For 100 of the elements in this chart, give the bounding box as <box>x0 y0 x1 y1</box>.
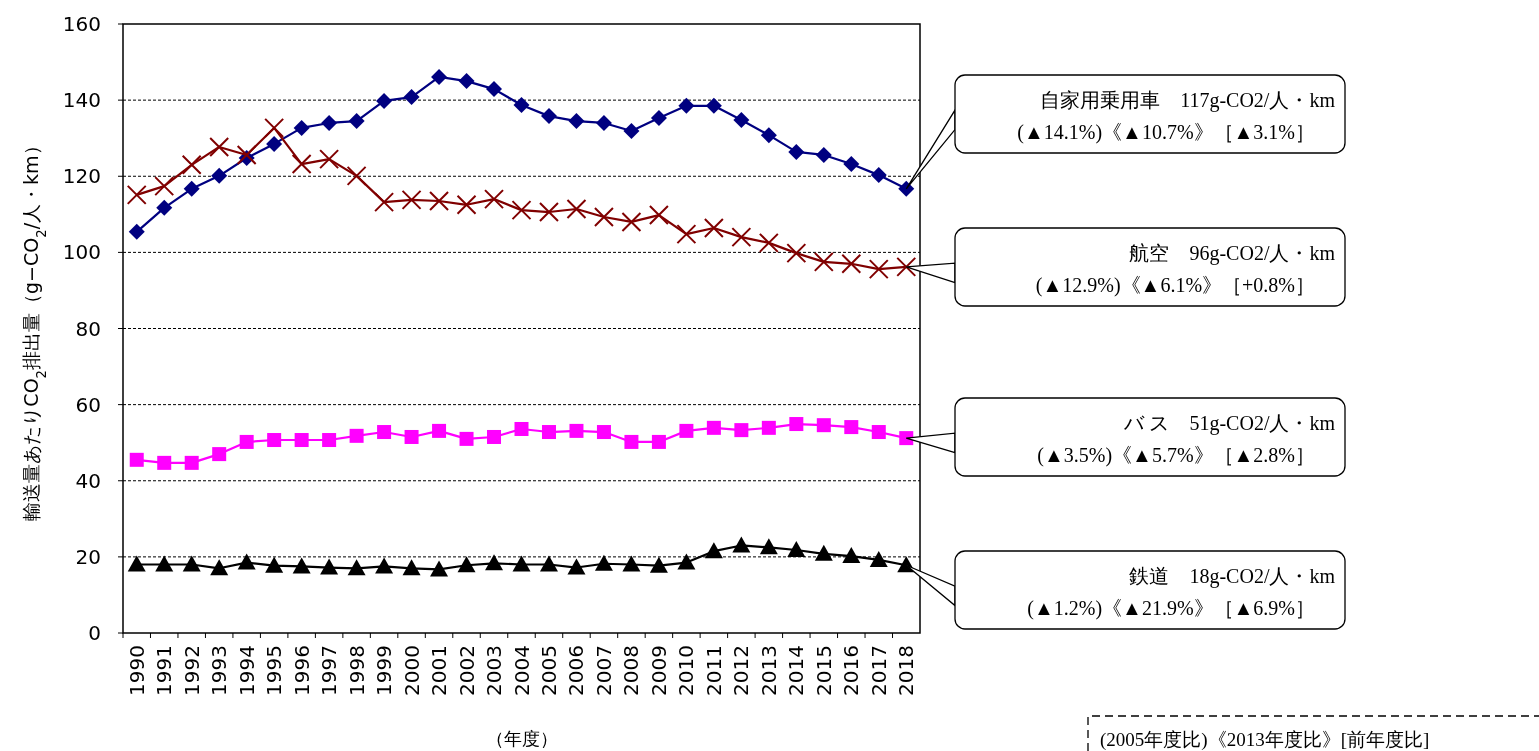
point <box>129 452 144 467</box>
point <box>401 189 422 210</box>
point <box>457 556 476 573</box>
point <box>404 429 419 444</box>
point <box>844 420 859 435</box>
y-tick-label: 20 <box>75 544 101 569</box>
x-tick-label: 1991 <box>152 645 177 696</box>
point <box>759 538 778 555</box>
point <box>430 560 449 577</box>
x-tick-label: 2004 <box>509 645 534 696</box>
x-tick-label: 1990 <box>124 645 149 696</box>
point <box>869 550 888 567</box>
x-tick-label: 1992 <box>179 645 204 696</box>
x-tick-label: 2005 <box>536 645 561 696</box>
point <box>593 206 614 227</box>
point <box>513 97 530 114</box>
x-tick-label: 2013 <box>756 645 781 696</box>
point <box>704 542 723 559</box>
point <box>320 558 339 575</box>
point <box>814 544 833 561</box>
point <box>459 431 474 446</box>
x-tick-label: 1995 <box>262 645 287 696</box>
point <box>787 541 806 558</box>
x-tick-label: 1993 <box>207 645 232 696</box>
point <box>734 423 749 438</box>
point <box>539 555 558 572</box>
x-tick-label: 2008 <box>619 645 644 696</box>
point <box>429 190 450 211</box>
point <box>431 68 448 85</box>
y-tick-label: 0 <box>88 621 101 645</box>
point <box>514 421 529 436</box>
x-tick-label: 1998 <box>344 645 369 696</box>
point <box>294 433 309 448</box>
point <box>623 122 640 139</box>
point <box>348 113 365 130</box>
point <box>842 547 861 564</box>
point <box>184 455 199 470</box>
x-tick-label: 2010 <box>674 645 699 696</box>
x-tick-label: 2016 <box>839 645 864 696</box>
point <box>236 144 257 165</box>
point <box>758 232 779 253</box>
point <box>733 111 750 128</box>
x-tick-label: 2017 <box>866 645 891 696</box>
point <box>181 154 202 175</box>
point <box>155 555 174 572</box>
point <box>676 224 697 245</box>
x-tick-label: 2014 <box>784 645 809 696</box>
point <box>760 127 777 144</box>
point <box>540 108 557 125</box>
point <box>183 180 200 197</box>
point <box>349 428 364 443</box>
point <box>239 434 254 449</box>
x-tick-label: 1994 <box>234 645 259 696</box>
y-tick-label: 140 <box>62 88 101 113</box>
arrow-callout: 鉄道 18g-CO2/人・km (▲1.2%)《▲21.9%》［▲6.9%］ <box>905 550 1346 630</box>
point <box>596 425 611 440</box>
point <box>376 92 393 109</box>
x-tick-label: 2000 <box>399 645 424 696</box>
point <box>127 555 146 572</box>
point <box>347 559 366 576</box>
point <box>538 202 559 223</box>
point <box>622 555 641 572</box>
point <box>789 417 804 432</box>
x-tick-label: 2015 <box>811 645 836 696</box>
x-tick-label: 2012 <box>729 645 754 696</box>
point <box>265 556 284 573</box>
point <box>456 194 477 215</box>
point <box>432 423 447 438</box>
point <box>568 113 585 130</box>
point <box>541 425 556 440</box>
point <box>322 433 337 448</box>
point <box>402 559 421 576</box>
point <box>870 167 887 184</box>
point <box>705 97 722 114</box>
arrow-callout: 航空 96g-CO2/人・km (▲12.9%)《▲6.1%》［+0.8%］ <box>905 227 1346 307</box>
point <box>899 431 914 446</box>
point <box>237 553 256 570</box>
text: (2005年度比)《2013年度比》[前年度比] <box>1100 729 1430 751</box>
point <box>624 434 639 449</box>
point <box>209 136 230 157</box>
point <box>512 555 531 572</box>
x-tick-label: 1997 <box>317 645 342 696</box>
x-tick-label: 1999 <box>372 645 397 696</box>
point <box>157 455 172 470</box>
point <box>650 110 667 127</box>
point <box>403 89 420 106</box>
point <box>211 167 228 184</box>
point <box>293 119 310 136</box>
x-tick-label: 2011 <box>701 645 726 696</box>
y-tick-label: 40 <box>75 468 101 493</box>
point <box>648 205 669 226</box>
x-tick-label: 2001 <box>427 645 452 696</box>
point <box>595 114 612 131</box>
point <box>156 199 173 216</box>
x-tick-label: 2018 <box>894 645 919 696</box>
point <box>487 429 502 444</box>
arrow-callout: バ ス 51g-CO2/人・km (▲3.5%)《▲5.7%》［▲2.8%］ <box>905 397 1346 477</box>
y-tick-label: 100 <box>62 240 101 265</box>
point <box>210 559 229 576</box>
point <box>346 165 367 186</box>
